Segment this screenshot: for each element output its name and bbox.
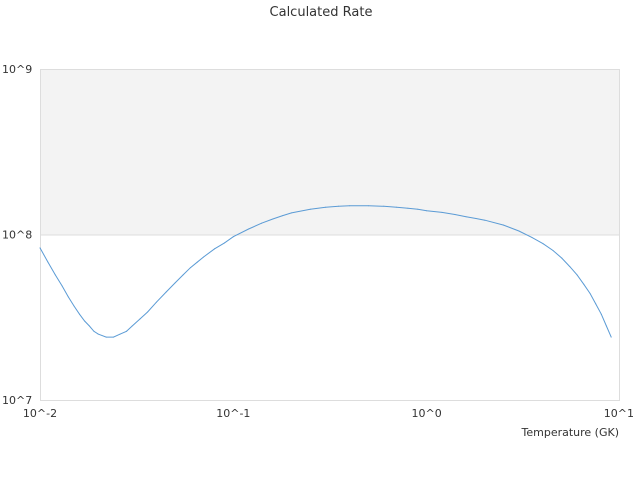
data-point	[325, 206, 327, 208]
data-point	[518, 230, 520, 232]
x-axis-label: Temperature (GK)	[521, 426, 620, 439]
data-point	[368, 205, 369, 207]
data-point	[105, 336, 107, 338]
data-point	[600, 313, 602, 315]
x-tick-label: 10^-1	[216, 407, 250, 420]
data-point	[79, 313, 80, 315]
data-point	[417, 208, 419, 210]
data-point	[182, 274, 184, 276]
data-point	[561, 257, 563, 259]
data-point	[139, 318, 141, 320]
data-point	[272, 218, 274, 220]
data-point	[569, 266, 571, 268]
series-line	[39, 205, 612, 338]
data-point	[126, 330, 127, 332]
data-point	[84, 320, 86, 322]
x-tick-label: 10^1	[604, 407, 634, 420]
data-point	[583, 283, 585, 285]
y-tick-label: 10^7	[2, 394, 32, 407]
data-point	[113, 336, 114, 338]
data-point	[576, 274, 578, 276]
data-point	[131, 325, 133, 327]
data-point	[484, 219, 486, 221]
data-point	[224, 242, 225, 244]
data-point	[605, 325, 607, 327]
data-point	[147, 311, 149, 313]
x-tick-labels: 10^-2 10^-1 10^0 10^1	[23, 407, 634, 420]
data-point	[454, 214, 456, 215]
data-point	[214, 248, 216, 250]
data-point	[589, 293, 591, 294]
x-tick-label: 10^-2	[23, 407, 57, 420]
y-tick-labels: 10^7 10^8 10^9	[2, 63, 32, 407]
data-point	[97, 333, 99, 335]
data-point	[248, 228, 250, 230]
data-point	[282, 215, 284, 217]
shaded-band	[40, 69, 620, 235]
data-point	[396, 206, 398, 208]
data-point	[309, 208, 311, 210]
data-point	[291, 212, 292, 214]
data-point	[383, 205, 385, 207]
data-point	[155, 301, 157, 303]
data-point	[202, 256, 204, 258]
data-point	[261, 222, 263, 224]
data-point	[338, 205, 339, 207]
data-point	[67, 296, 69, 298]
data-point	[441, 211, 443, 213]
data-point	[54, 274, 56, 276]
chart-title: Calculated Rate	[270, 5, 373, 20]
grid	[40, 69, 620, 401]
data-point	[475, 218, 477, 219]
data-point	[232, 236, 234, 238]
data-points	[39, 205, 612, 338]
data-point	[531, 236, 533, 238]
data-point	[73, 305, 75, 307]
data-point	[88, 325, 90, 327]
y-tick-label: 10^8	[2, 229, 32, 242]
data-point	[610, 336, 612, 338]
data-point	[503, 224, 505, 226]
y-tick-label: 10^9	[2, 63, 32, 76]
data-point	[165, 291, 167, 293]
data-point	[465, 216, 467, 218]
data-point	[196, 261, 198, 263]
x-tick-label: 10^0	[412, 407, 442, 420]
data-point	[407, 207, 409, 209]
data-point	[47, 261, 49, 263]
data-point	[39, 247, 41, 249]
data-point	[61, 285, 63, 287]
data-point	[542, 243, 544, 245]
data-point	[595, 303, 597, 305]
data-point	[349, 205, 351, 207]
data-point	[119, 333, 121, 335]
data-point	[174, 282, 176, 284]
data-point	[189, 267, 191, 269]
data-point	[552, 250, 554, 251]
data-point	[93, 330, 95, 332]
data-point	[426, 210, 428, 212]
